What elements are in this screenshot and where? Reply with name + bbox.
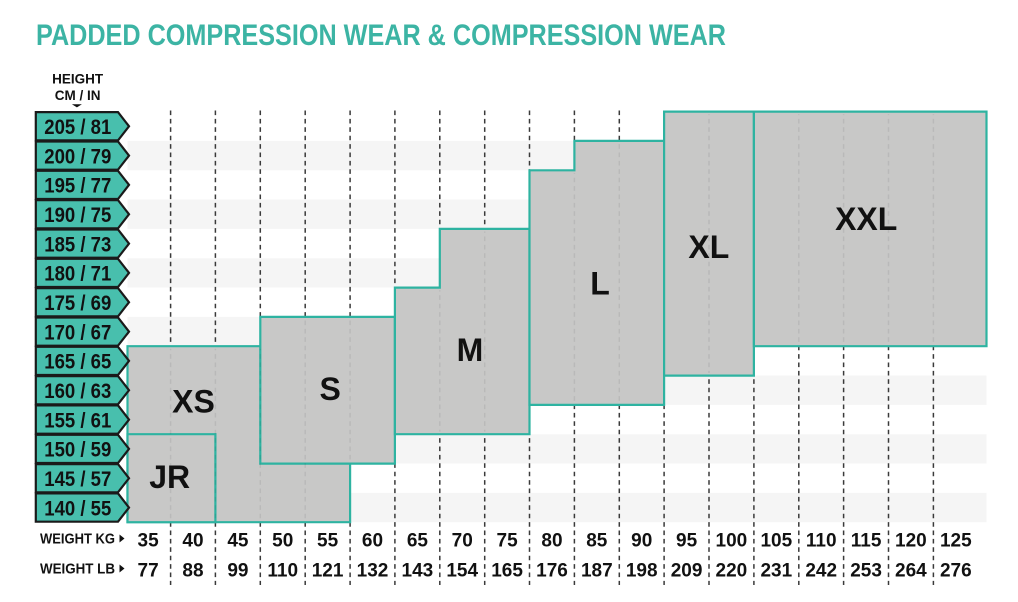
svg-text:85: 85: [586, 531, 608, 552]
svg-text:L: L: [590, 265, 610, 301]
svg-text:231: 231: [760, 561, 792, 582]
svg-text:160 / 63: 160 / 63: [44, 379, 111, 403]
svg-text:HEIGHT: HEIGHT: [52, 72, 104, 87]
svg-text:205 / 81: 205 / 81: [44, 115, 111, 139]
svg-text:115: 115: [851, 531, 882, 552]
svg-text:155 / 61: 155 / 61: [44, 408, 111, 432]
svg-text:XXL: XXL: [835, 201, 897, 237]
svg-text:CM / IN: CM / IN: [55, 88, 101, 103]
svg-text:WEIGHT LB: WEIGHT LB: [40, 561, 115, 578]
svg-text:220: 220: [716, 561, 748, 582]
svg-text:198: 198: [626, 561, 658, 582]
svg-text:45: 45: [227, 531, 249, 552]
svg-text:143: 143: [402, 561, 434, 582]
svg-text:77: 77: [138, 561, 159, 582]
svg-text:M: M: [457, 332, 484, 368]
svg-text:35: 35: [138, 531, 160, 552]
svg-text:195 / 77: 195 / 77: [44, 174, 111, 198]
svg-text:100: 100: [716, 531, 748, 552]
svg-text:180 / 71: 180 / 71: [44, 262, 111, 286]
svg-text:187: 187: [581, 561, 613, 582]
svg-text:154: 154: [446, 561, 478, 582]
svg-text:99: 99: [227, 561, 248, 582]
svg-text:120: 120: [895, 531, 927, 552]
svg-text:242: 242: [805, 561, 837, 582]
svg-text:165: 165: [491, 561, 523, 582]
svg-text:WEIGHT KG: WEIGHT KG: [40, 531, 115, 548]
svg-text:110: 110: [267, 561, 298, 582]
svg-text:125: 125: [940, 531, 972, 552]
svg-text:88: 88: [182, 561, 203, 582]
svg-text:165 / 65: 165 / 65: [44, 350, 111, 374]
svg-text:80: 80: [541, 531, 562, 552]
svg-text:95: 95: [676, 531, 698, 552]
svg-text:50: 50: [272, 531, 293, 552]
svg-text:XS: XS: [172, 383, 215, 419]
svg-text:121: 121: [312, 561, 344, 582]
svg-text:40: 40: [182, 531, 203, 552]
svg-text:132: 132: [357, 561, 389, 582]
svg-text:185 / 73: 185 / 73: [44, 232, 111, 256]
svg-text:60: 60: [362, 531, 383, 552]
svg-text:70: 70: [452, 531, 473, 552]
svg-text:140 / 55: 140 / 55: [44, 496, 111, 520]
svg-text:253: 253: [850, 561, 882, 582]
svg-text:190 / 75: 190 / 75: [44, 203, 111, 227]
svg-text:145 / 57: 145 / 57: [44, 467, 111, 491]
svg-text:105: 105: [760, 531, 792, 552]
svg-text:209: 209: [671, 561, 703, 582]
svg-text:150 / 59: 150 / 59: [44, 438, 111, 462]
svg-text:XL: XL: [688, 229, 729, 265]
svg-text:200 / 79: 200 / 79: [44, 144, 111, 168]
svg-text:110: 110: [806, 531, 837, 552]
svg-text:75: 75: [497, 531, 519, 552]
svg-text:170 / 67: 170 / 67: [44, 320, 111, 344]
svg-text:65: 65: [407, 531, 429, 552]
svg-text:175 / 69: 175 / 69: [44, 291, 111, 315]
svg-text:276: 276: [940, 561, 972, 582]
svg-text:90: 90: [631, 531, 652, 552]
svg-text:55: 55: [317, 531, 339, 552]
svg-text:176: 176: [536, 561, 568, 582]
svg-text:JR: JR: [149, 459, 190, 495]
svg-text:S: S: [320, 371, 341, 407]
svg-text:264: 264: [895, 561, 927, 582]
svg-text:PADDED COMPRESSION WEAR & COMP: PADDED COMPRESSION WEAR & COMPRESSION WE…: [36, 19, 726, 52]
